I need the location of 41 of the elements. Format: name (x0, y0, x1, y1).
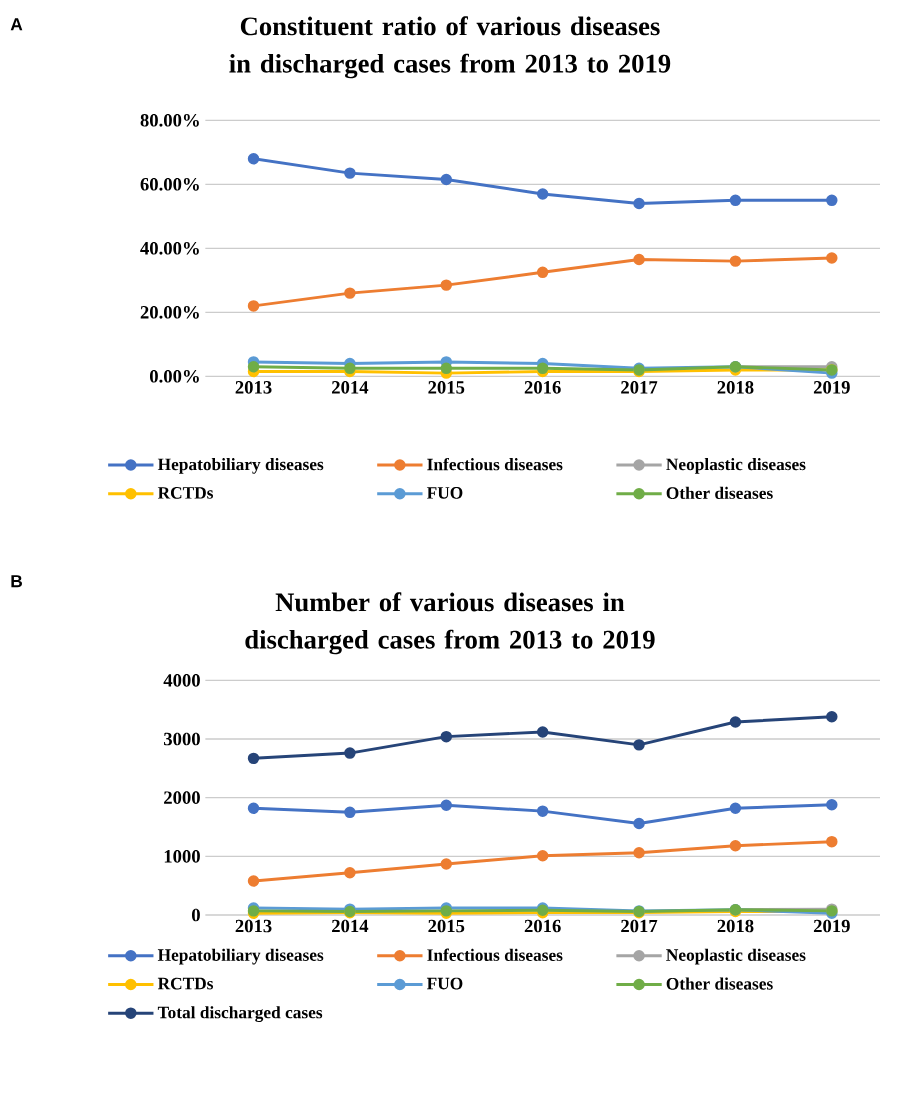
legend-label: Total discharged cases (157, 1006, 323, 1023)
legend-label: Infectious diseases (427, 457, 563, 471)
legend-label: Neoplastic diseases (666, 948, 806, 965)
legend-label: FUO (426, 977, 463, 990)
legend-label: Neoplastic diseases (666, 458, 806, 474)
legend-label: Other diseases (666, 977, 773, 990)
x-tick-label: 2016 (524, 919, 561, 933)
y-tick-label: 80.00% (140, 113, 199, 127)
y-tick-label: 4000 (163, 674, 200, 687)
legend-label: Other diseases (666, 486, 773, 499)
text: B (11, 575, 22, 588)
chart-title: Number of various diseases in discharged cases from 2013 to 2019 (245, 592, 655, 655)
x-tick-label: 2015 (428, 381, 465, 394)
y-tick-label: 0.00% (150, 369, 199, 383)
x-tick-label: 2018 (717, 919, 754, 933)
x-tick-label: 2014 (332, 381, 369, 394)
x-tick-label: 2014 (332, 919, 369, 933)
x-tick-label: 2019 (813, 919, 850, 933)
y-tick-label: 3000 (164, 732, 200, 746)
text: A (10, 18, 23, 31)
y-tick-label: 1000 (164, 850, 200, 863)
x-tick-label: 2015 (428, 919, 465, 933)
legend-label: FUO (426, 487, 463, 499)
chart-title: Constituent ratio of various diseases in discharged cases from 2013 to 2019 (229, 16, 671, 79)
x-tick-label: 2013 (235, 381, 272, 394)
y-tick-label: 2000 (164, 791, 200, 804)
x-tick-label: 2016 (524, 381, 561, 394)
x-tick-label: 2017 (621, 919, 658, 933)
y-tick-label: 0 (192, 908, 200, 922)
x-tick-label: 2017 (621, 381, 658, 394)
y-tick-label: 20.00% (140, 305, 199, 319)
legend-label: RCTDs (157, 487, 214, 499)
y-tick-label: 60.00% (140, 177, 199, 191)
y-tick-label: 40.00% (140, 241, 199, 255)
legend-label: Hepatobiliary diseases (157, 458, 324, 474)
legend-label: RCTDs (157, 977, 214, 990)
x-tick-label: 2013 (235, 919, 272, 933)
x-tick-label: 2018 (717, 381, 754, 394)
legend-label: Hepatobiliary diseases (157, 948, 324, 965)
x-tick-label: 2019 (813, 381, 850, 394)
legend-label: Infectious diseases (427, 948, 563, 962)
